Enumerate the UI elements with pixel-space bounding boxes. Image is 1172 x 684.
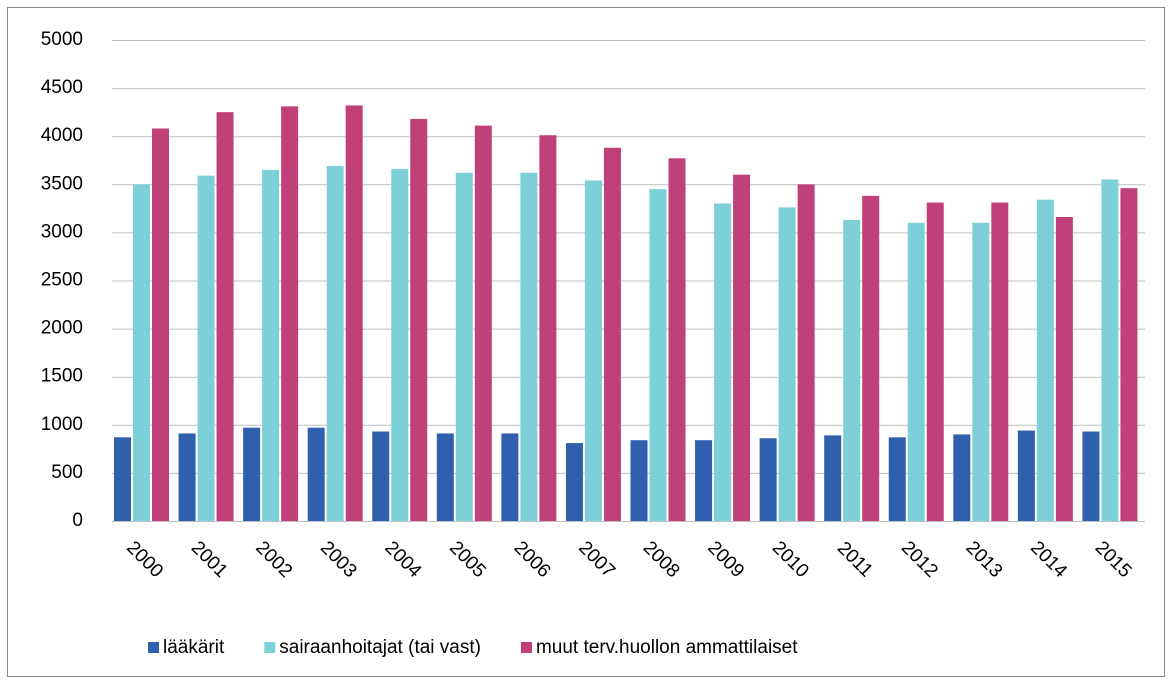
- legend-swatch: [264, 642, 276, 653]
- bar: [630, 440, 648, 521]
- y-tick-label: 3500: [41, 173, 83, 194]
- bar: [152, 128, 169, 521]
- legend-label: muut terv.huollon ammattilaiset: [536, 637, 798, 658]
- bar: [668, 158, 686, 522]
- bar: [307, 427, 325, 521]
- y-tick-label: 1000: [41, 414, 83, 435]
- bar: [539, 135, 557, 521]
- legend-label: sairaanhoitajat (tai vast): [279, 637, 481, 658]
- bar: [216, 112, 234, 522]
- bar: [1082, 431, 1100, 521]
- bar: [759, 438, 777, 521]
- bar: [326, 166, 344, 521]
- bar: [888, 437, 906, 521]
- bar: [501, 433, 519, 521]
- bar: [843, 219, 861, 522]
- legend-swatch: [520, 642, 532, 653]
- bar: [474, 125, 492, 522]
- y-tick-label: 2000: [41, 318, 83, 339]
- bar: [991, 202, 1009, 521]
- y-tick-label: 0: [72, 510, 83, 531]
- y-tick-label: 1500: [41, 366, 83, 387]
- bar: [824, 435, 842, 521]
- bar: [133, 184, 150, 522]
- bar: [262, 169, 280, 521]
- bar: [345, 105, 363, 521]
- bar: [391, 168, 409, 521]
- bar: [649, 189, 667, 522]
- bar: [565, 443, 583, 521]
- bar: [520, 172, 538, 522]
- bar: [972, 222, 990, 521]
- bar: [778, 207, 796, 521]
- y-tick-label: 5000: [41, 29, 83, 50]
- bar: [797, 184, 815, 522]
- bar: [1017, 430, 1035, 521]
- bar: [436, 433, 454, 521]
- bar: [953, 434, 971, 521]
- bar: [1120, 188, 1138, 521]
- bar: [455, 172, 473, 522]
- bar: [695, 440, 713, 521]
- bar: [372, 431, 390, 521]
- bar: [584, 180, 602, 521]
- bar: [1055, 217, 1073, 521]
- bar: [926, 202, 944, 521]
- legend-swatch: [148, 642, 159, 653]
- bar: [243, 427, 261, 521]
- bar: [114, 437, 131, 521]
- bar: [907, 222, 925, 521]
- y-tick-label: 4000: [41, 125, 83, 146]
- bar: [862, 195, 880, 521]
- bar: [178, 433, 196, 521]
- y-tick-label: 500: [51, 462, 83, 483]
- bar: [603, 147, 621, 521]
- bar: [410, 118, 428, 521]
- y-tick-label: 2500: [41, 270, 83, 291]
- bar: [197, 175, 215, 521]
- bar: [733, 174, 751, 521]
- bar: [1101, 179, 1119, 522]
- bar: [714, 203, 732, 522]
- legend-label: lääkärit: [163, 637, 225, 658]
- bar: [281, 106, 299, 522]
- y-tick-label: 4500: [41, 77, 83, 98]
- bar: [1036, 199, 1054, 521]
- y-tick-label: 3000: [41, 221, 83, 242]
